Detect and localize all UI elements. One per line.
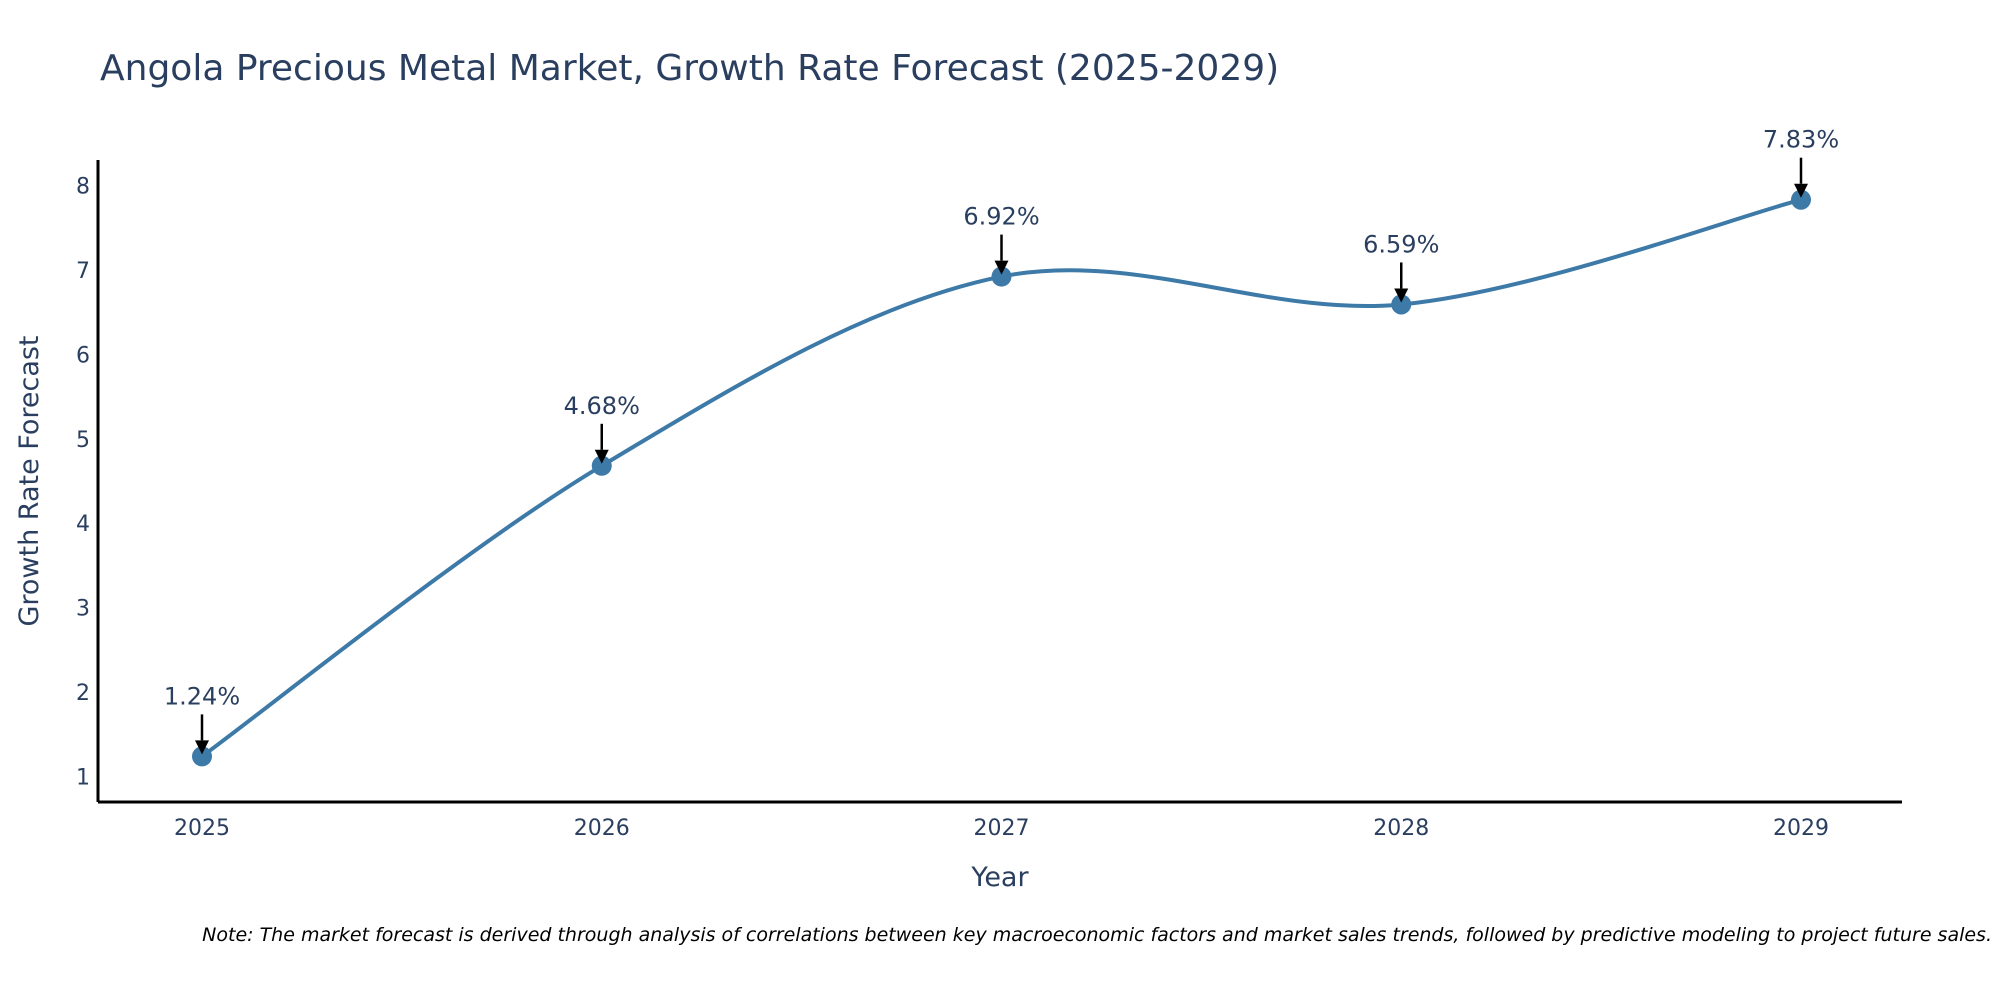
data-label: 4.68%	[564, 392, 640, 420]
y-tick-label: 4	[76, 512, 90, 537]
annotation-arrow-head	[1394, 288, 1409, 303]
data-point	[1791, 189, 1811, 210]
chart-title: Angola Precious Metal Market, Growth Rat…	[100, 48, 1279, 89]
x-tick-label: 2028	[1373, 816, 1429, 841]
x-tick-label: 2029	[1773, 816, 1829, 841]
x-tick-label: 2027	[974, 816, 1030, 841]
y-tick-labels: 1 2 3 4 5 6 7 8	[76, 174, 90, 790]
x-tick-label: 2025	[174, 816, 230, 841]
y-tick-label: 8	[76, 174, 90, 199]
x-tick-label: 2026	[574, 816, 630, 841]
annotation-arrow-head	[594, 449, 609, 464]
data-label: 6.92%	[963, 203, 1039, 231]
data-annotations: 1.24% 4.68% 6.92% 6.59% 7.83%	[164, 126, 1839, 755]
y-tick-label: 5	[76, 428, 90, 453]
data-point	[591, 455, 612, 476]
x-tick-labels: 2025 2026 2027 2028 2029	[174, 816, 1829, 841]
data-label: 1.24%	[164, 682, 240, 710]
y-tick-label: 2	[76, 681, 90, 706]
data-markers	[192, 189, 1811, 767]
y-tick-label: 7	[76, 259, 90, 284]
y-axis-title: Growth Rate Forecast	[14, 335, 45, 626]
data-label: 6.59%	[1363, 230, 1439, 258]
y-tick-label: 1	[76, 766, 90, 791]
annotation-arrow-head	[1794, 183, 1808, 198]
data-point	[991, 266, 1012, 287]
y-tick-label: 3	[76, 597, 90, 622]
annotation-arrow-head	[994, 260, 1009, 275]
chart-note: Note: The market forecast is derived thr…	[202, 924, 1992, 946]
y-tick-label: 6	[76, 343, 90, 368]
data-point	[192, 746, 212, 767]
axes	[96, 160, 1902, 804]
annotation-arrow-head	[195, 740, 209, 755]
x-axis-title: Year	[970, 862, 1029, 893]
data-point	[1391, 294, 1412, 315]
data-label: 7.83%	[1763, 126, 1839, 154]
